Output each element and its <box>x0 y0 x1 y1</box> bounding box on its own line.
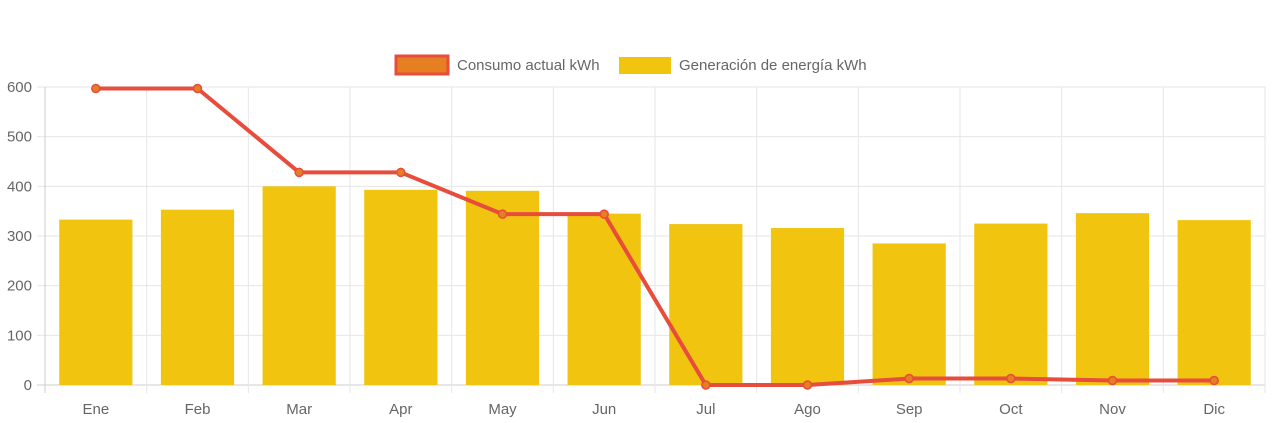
x-tick-label: Ago <box>794 401 821 418</box>
line-point <box>1209 375 1219 386</box>
bar <box>262 186 336 385</box>
bar <box>1177 220 1251 385</box>
bar <box>770 228 845 385</box>
consumo-line <box>95 86 1215 387</box>
bar <box>364 189 438 385</box>
bar <box>669 224 743 385</box>
y-tick-label: 200 <box>7 278 32 295</box>
bar <box>1075 213 1150 385</box>
x-tick-label: Nov <box>1099 401 1126 418</box>
x-axis: Ene Feb Mar Apr May Jun Jul Ago Sep Oct Nov Dic <box>82 401 1225 418</box>
line-point <box>91 83 101 94</box>
line-point <box>701 380 711 390</box>
bars <box>59 186 1251 385</box>
bar <box>567 213 641 385</box>
line-point <box>904 373 914 384</box>
line-point <box>497 209 508 219</box>
x-tick-label: Apr <box>389 401 412 418</box>
bar <box>872 243 946 385</box>
bar <box>974 223 1048 385</box>
legend-swatch-generacion <box>619 57 671 74</box>
bar <box>59 219 133 385</box>
legend-label-consumo: Consumo actual kWh <box>457 57 600 74</box>
legend-item-consumo[interactable]: Consumo actual kWh <box>394 54 600 76</box>
grid <box>37 86 1266 393</box>
line-point <box>192 83 203 94</box>
legend-swatch-consumo <box>394 54 450 76</box>
x-tick-label: Dic <box>1203 401 1225 418</box>
line-series <box>91 83 1219 390</box>
x-tick-label: Feb <box>185 401 211 418</box>
y-tick-label: 100 <box>7 327 32 344</box>
y-axis: 0 100 200 300 400 500 600 <box>7 79 32 394</box>
y-tick-label: 600 <box>7 79 32 96</box>
legend-label-generacion: Generación de energía kWh <box>679 57 867 74</box>
y-tick-label: 300 <box>7 228 32 245</box>
x-tick-label: Jul <box>696 401 715 418</box>
x-tick-label: May <box>488 401 517 418</box>
y-tick-label: 400 <box>7 178 32 195</box>
legend: Consumo actual kWh Generación de energía… <box>394 54 867 76</box>
bar <box>465 190 540 385</box>
y-tick-label: 500 <box>7 129 32 146</box>
x-tick-label: Oct <box>999 401 1023 418</box>
x-tick-label: Jun <box>592 401 616 418</box>
y-tick-label: 0 <box>24 377 32 394</box>
line-point <box>396 167 406 178</box>
line-point <box>802 380 813 390</box>
line-point <box>294 167 304 178</box>
x-tick-label: Mar <box>286 401 312 418</box>
line-point <box>1006 373 1016 384</box>
line-point <box>599 209 609 219</box>
legend-item-generacion[interactable]: Generación de energía kWh <box>619 57 867 74</box>
x-tick-label: Ene <box>82 401 109 418</box>
x-tick-label: Sep <box>896 401 923 418</box>
bar <box>160 209 235 385</box>
line-point <box>1107 375 1118 386</box>
